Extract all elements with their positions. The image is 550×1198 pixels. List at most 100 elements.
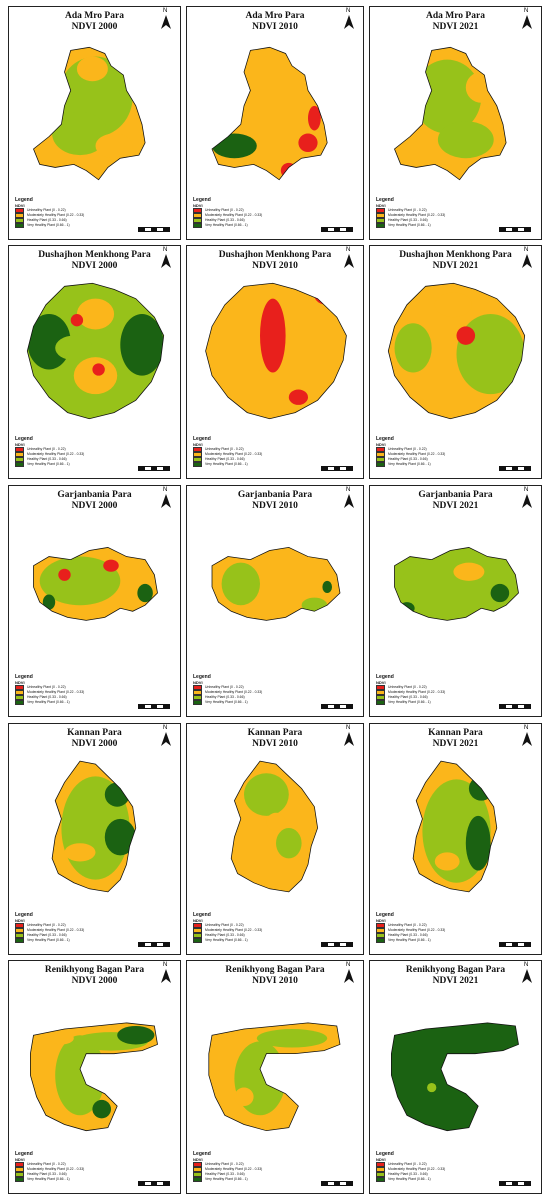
ndvi-zone-very-healthy — [391, 1022, 513, 1128]
north-arrow-icon: N — [344, 247, 354, 270]
ndvi-zone-very-healthy — [104, 818, 136, 856]
north-arrow-icon: N — [344, 725, 354, 748]
ndvi-zone-very-healthy — [120, 314, 164, 376]
ndvi-zone-healthy — [256, 1029, 328, 1048]
scale-bar — [321, 942, 353, 947]
legend-item: Very Healthy Plant (0.66 - 1) — [193, 222, 262, 229]
scale-bar — [321, 1181, 353, 1186]
legend-subtitle: NDVI — [15, 680, 25, 685]
legend-title: Legend — [15, 436, 33, 442]
map-panel: Ada Mro Para NDVI 2000 N Legend NDVI Unhealth… — [8, 6, 181, 240]
map-title: Dushajhon Menkhong Para NDVI 2000 — [38, 250, 151, 271]
ndvi-map — [187, 246, 364, 479]
ndvi-map — [370, 486, 542, 717]
legend-title: Legend — [193, 674, 211, 680]
legend-swatch — [193, 1176, 202, 1183]
ndvi-map — [9, 7, 181, 240]
study-area-boundary — [30, 1023, 157, 1131]
ndvi-zone-healthy — [221, 562, 260, 606]
study-area-boundary — [395, 547, 519, 620]
study-area-boundary — [395, 47, 507, 179]
ndvi-map — [370, 961, 542, 1194]
ndvi-zone-moderate — [434, 852, 460, 871]
map-legend: Legend NDVI Unhealthy Plant (0 - 0.22) Mode… — [376, 674, 445, 706]
map-title: Garjanbania Para NDVI 2021 — [418, 490, 493, 511]
legend-label: Unhealthy Plant (0 - 0.22) — [27, 1162, 66, 1166]
legend-label: Very Healthy Plant (0.66 - 1) — [388, 462, 431, 466]
ndvi-map — [187, 486, 364, 717]
legend-item: Very Healthy Plant (0.66 - 1) — [193, 937, 262, 944]
legend-subtitle: NDVI — [193, 1157, 203, 1162]
legend-item: Very Healthy Plant (0.66 - 1) — [15, 461, 84, 468]
ndvi-zone-unhealthy — [70, 314, 84, 327]
legend-label: Healthy Plant (0.33 - 0.66) — [388, 1172, 428, 1176]
map-legend: Legend NDVI Unhealthy Plant (0 - 0.22) Mode… — [193, 1151, 262, 1183]
legend-title: Legend — [15, 197, 33, 203]
scale-bar — [321, 466, 353, 471]
ndvi-zone-unhealthy — [280, 162, 297, 179]
ndvi-zone-very-healthy — [42, 594, 56, 610]
scale-bar — [499, 466, 531, 471]
legend-swatch — [15, 937, 24, 944]
scale-bar — [499, 704, 531, 709]
legend-swatch — [15, 1176, 24, 1183]
map-title: Ada Mro Para NDVI 2000 — [65, 11, 124, 32]
legend-label: Unhealthy Plant (0 - 0.22) — [388, 1162, 427, 1166]
legend-title: Legend — [15, 912, 33, 918]
legend-item: Very Healthy Plant (0.66 - 1) — [193, 1176, 262, 1183]
north-arrow-icon: N — [344, 487, 354, 510]
legend-subtitle: NDVI — [15, 203, 25, 208]
map-legend: Legend NDVI Unhealthy Plant (0 - 0.22) Mode… — [193, 436, 262, 468]
north-arrow-icon: N — [522, 962, 532, 985]
map-panel: Renikhyong Bagan Para NDVI 2010 N Legend NDV… — [186, 960, 364, 1194]
legend-label: Unhealthy Plant (0 - 0.22) — [388, 208, 427, 212]
legend-label: Unhealthy Plant (0 - 0.22) — [388, 923, 427, 927]
map-panel: Dushajhon Menkhong Para NDVI 2010 N Legend N… — [186, 245, 364, 479]
study-area-boundary — [391, 1023, 518, 1131]
legend-label: Very Healthy Plant (0.66 - 1) — [27, 938, 70, 942]
map-title: Garjanbania Para NDVI 2010 — [237, 490, 313, 511]
study-area-boundary — [209, 1023, 340, 1131]
study-area-boundary — [34, 47, 146, 179]
map-legend: Legend NDVI Unhealthy Plant (0 - 0.22) Mode… — [193, 197, 263, 229]
north-arrow-icon: N — [522, 247, 532, 270]
legend-item: Very Healthy Plant (0.66 - 1) — [15, 1176, 84, 1183]
legend-label: Unhealthy Plant (0 - 0.22) — [205, 447, 244, 451]
legend-title: Legend — [193, 197, 211, 203]
legend-swatch — [193, 937, 202, 944]
map-panel: Kannan Para NDVI 2010 N Legend NDVI Unhealthy… — [186, 723, 364, 955]
ndvi-zone-unhealthy — [308, 105, 321, 131]
north-arrow-icon: N — [161, 8, 171, 31]
ndvi-map — [370, 724, 542, 955]
legend-item: Very Healthy Plant (0.66 - 1) — [193, 461, 262, 468]
scale-bar — [321, 227, 353, 232]
legend-label: Moderately Healthy Plant (0.22 - 0.33) — [205, 213, 263, 217]
legend-label: Unhealthy Plant (0 - 0.22) — [27, 923, 66, 927]
legend-label: Very Healthy Plant (0.66 - 1) — [388, 1177, 431, 1181]
map-title: Renikhyong Bagan Para NDVI 2000 — [44, 965, 145, 986]
legend-label: Very Healthy Plant (0.66 - 1) — [27, 462, 70, 466]
ndvi-zone-healthy — [39, 556, 121, 606]
legend-item: Very Healthy Plant (0.66 - 1) — [193, 699, 262, 706]
legend-label: Moderately Healthy Plant (0.22 - 0.33) — [205, 928, 263, 932]
legend-subtitle: NDVI — [376, 680, 386, 685]
map-title: Renikhyong Bagan Para NDVI 2021 — [405, 965, 506, 986]
ndvi-zone-very-healthy — [212, 133, 257, 159]
legend-label: Healthy Plant (0.33 - 0.66) — [27, 695, 67, 699]
map-panel: Garjanbania Para NDVI 2000 N Legend NDVI Unhe… — [8, 485, 181, 717]
legend-label: Unhealthy Plant (0 - 0.22) — [27, 447, 66, 451]
legend-label: Healthy Plant (0.33 - 0.66) — [27, 457, 67, 461]
scale-bar — [321, 704, 353, 709]
map-legend: Legend NDVI Unhealthy Plant (0 - 0.22) Mode… — [15, 1151, 84, 1183]
legend-label: Moderately Healthy Plant (0.22 - 0.33) — [27, 928, 85, 932]
map-legend: Legend NDVI Unhealthy Plant (0 - 0.22) Mode… — [376, 436, 445, 468]
legend-label: Moderately Healthy Plant (0.22 - 0.33) — [27, 690, 85, 694]
map-panel: Garjanbania Para NDVI 2021 N Legend NDVI Unhe… — [369, 485, 542, 717]
legend-subtitle: NDVI — [376, 1157, 386, 1162]
map-legend: Legend NDVI Unhealthy Plant (0 - 0.22) Mode… — [376, 1151, 445, 1183]
study-area-boundary — [231, 761, 317, 892]
ndvi-zone-unhealthy — [103, 559, 119, 572]
ndvi-zone-very-healthy — [104, 782, 130, 807]
legend-item: Very Healthy Plant (0.66 - 1) — [376, 1176, 445, 1183]
legend-swatch — [15, 699, 24, 706]
